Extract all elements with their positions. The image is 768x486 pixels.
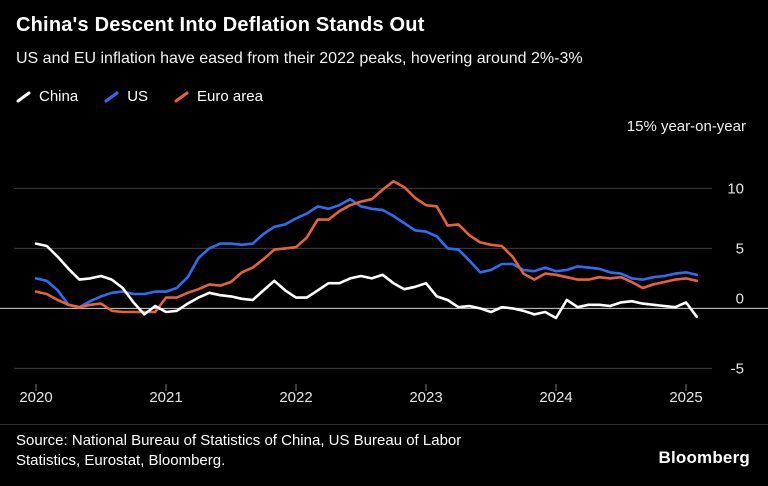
source-note: Source: National Bureau of Statistics of… [16, 431, 461, 471]
svg-text:2022: 2022 [279, 389, 312, 406]
svg-text:0: 0 [736, 290, 744, 307]
bloomberg-logo: Bloomberg [658, 448, 750, 467]
svg-text:5: 5 [736, 240, 744, 257]
svg-text:2024: 2024 [539, 389, 572, 406]
svg-text:2020: 2020 [19, 389, 52, 406]
legend-label-china: China [39, 88, 79, 105]
source-line-2: Statistics, Eurostat, Bloomberg. [16, 452, 226, 469]
svg-text:2021: 2021 [149, 389, 182, 406]
svg-text:2025: 2025 [669, 389, 702, 406]
inflation-line-chart: 10 5 0 -5 2020 2021 2022 2023 2024 2025 [0, 179, 768, 406]
legend-label-us: US [127, 88, 149, 105]
svg-text:-5: -5 [731, 360, 744, 377]
legend-item-us: US [104, 88, 148, 105]
legend: China US Euro area [16, 88, 263, 105]
us-line-swatch-icon [104, 91, 119, 102]
svg-text:2023: 2023 [409, 389, 442, 406]
legend-label-euro-area: Euro area [197, 88, 263, 105]
china-line-swatch-icon [16, 91, 31, 102]
source-line-1: Source: National Bureau of Statistics of… [16, 432, 462, 449]
y-axis-unit-label: 15% year-on-year [626, 118, 746, 135]
chart-subtitle: US and EU inflation have eased from thei… [16, 50, 583, 67]
svg-text:10: 10 [727, 180, 744, 197]
euro-area-line-swatch-icon [174, 91, 189, 102]
divider-line [0, 424, 768, 425]
chart-title: China's Descent Into Deflation Stands Ou… [16, 14, 425, 36]
legend-item-euro-area: Euro area [174, 88, 263, 105]
legend-item-china: China [16, 88, 78, 105]
